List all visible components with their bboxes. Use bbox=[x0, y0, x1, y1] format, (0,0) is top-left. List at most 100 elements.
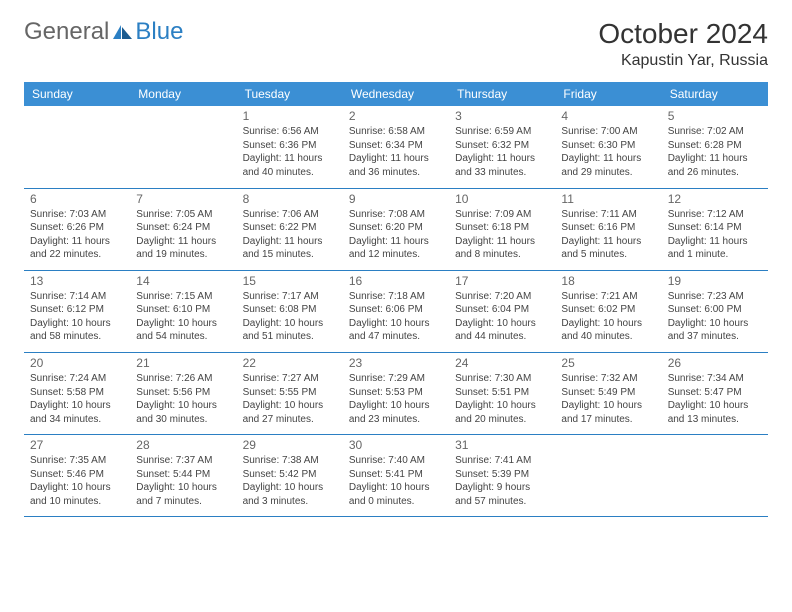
calendar-day-cell: 24Sunrise: 7:30 AMSunset: 5:51 PMDayligh… bbox=[449, 352, 555, 434]
calendar-week-row: 1Sunrise: 6:56 AMSunset: 6:36 PMDaylight… bbox=[24, 106, 768, 188]
daylight-text: Daylight: 11 hours and 8 minutes. bbox=[455, 235, 549, 262]
sunset-text: Sunset: 5:41 PM bbox=[349, 468, 443, 482]
day-number: 16 bbox=[349, 273, 443, 289]
sunrise-text: Sunrise: 7:11 AM bbox=[561, 208, 655, 222]
sunrise-text: Sunrise: 6:59 AM bbox=[455, 125, 549, 139]
sunset-text: Sunset: 6:02 PM bbox=[561, 303, 655, 317]
sunrise-text: Sunrise: 7:32 AM bbox=[561, 372, 655, 386]
day-number: 10 bbox=[455, 191, 549, 207]
sunset-text: Sunset: 6:08 PM bbox=[243, 303, 337, 317]
sunset-text: Sunset: 5:56 PM bbox=[136, 386, 230, 400]
sunrise-text: Sunrise: 7:34 AM bbox=[668, 372, 762, 386]
daylight-text: Daylight: 10 hours and 34 minutes. bbox=[30, 399, 124, 426]
calendar-empty-cell bbox=[555, 435, 661, 517]
calendar-week-row: 6Sunrise: 7:03 AMSunset: 6:26 PMDaylight… bbox=[24, 188, 768, 270]
sunrise-text: Sunrise: 7:37 AM bbox=[136, 454, 230, 468]
calendar-day-cell: 18Sunrise: 7:21 AMSunset: 6:02 PMDayligh… bbox=[555, 270, 661, 352]
day-number: 7 bbox=[136, 191, 230, 207]
calendar-day-cell: 23Sunrise: 7:29 AMSunset: 5:53 PMDayligh… bbox=[343, 352, 449, 434]
daylight-text: Daylight: 10 hours and 58 minutes. bbox=[30, 317, 124, 344]
calendar-day-cell: 30Sunrise: 7:40 AMSunset: 5:41 PMDayligh… bbox=[343, 435, 449, 517]
sunrise-text: Sunrise: 7:30 AM bbox=[455, 372, 549, 386]
calendar-week-row: 13Sunrise: 7:14 AMSunset: 6:12 PMDayligh… bbox=[24, 270, 768, 352]
day-number: 18 bbox=[561, 273, 655, 289]
weekday-header: Wednesday bbox=[343, 82, 449, 106]
calendar-day-cell: 28Sunrise: 7:37 AMSunset: 5:44 PMDayligh… bbox=[130, 435, 236, 517]
sunset-text: Sunset: 6:00 PM bbox=[668, 303, 762, 317]
calendar-week-row: 20Sunrise: 7:24 AMSunset: 5:58 PMDayligh… bbox=[24, 352, 768, 434]
sunrise-text: Sunrise: 6:58 AM bbox=[349, 125, 443, 139]
calendar-day-cell: 8Sunrise: 7:06 AMSunset: 6:22 PMDaylight… bbox=[237, 188, 343, 270]
sunset-text: Sunset: 6:36 PM bbox=[243, 139, 337, 153]
calendar-day-cell: 31Sunrise: 7:41 AMSunset: 5:39 PMDayligh… bbox=[449, 435, 555, 517]
calendar-day-cell: 6Sunrise: 7:03 AMSunset: 6:26 PMDaylight… bbox=[24, 188, 130, 270]
daylight-text: Daylight: 11 hours and 5 minutes. bbox=[561, 235, 655, 262]
day-number: 8 bbox=[243, 191, 337, 207]
logo: General Blue bbox=[24, 18, 183, 46]
daylight-text: Daylight: 11 hours and 26 minutes. bbox=[668, 152, 762, 179]
calendar-day-cell: 29Sunrise: 7:38 AMSunset: 5:42 PMDayligh… bbox=[237, 435, 343, 517]
sunrise-text: Sunrise: 7:02 AM bbox=[668, 125, 762, 139]
daylight-text: Daylight: 10 hours and 3 minutes. bbox=[243, 481, 337, 508]
calendar-day-cell: 15Sunrise: 7:17 AMSunset: 6:08 PMDayligh… bbox=[237, 270, 343, 352]
daylight-text: Daylight: 10 hours and 51 minutes. bbox=[243, 317, 337, 344]
weekday-header: Thursday bbox=[449, 82, 555, 106]
day-number: 23 bbox=[349, 355, 443, 371]
sunset-text: Sunset: 6:22 PM bbox=[243, 221, 337, 235]
daylight-text: Daylight: 11 hours and 15 minutes. bbox=[243, 235, 337, 262]
daylight-text: Daylight: 11 hours and 19 minutes. bbox=[136, 235, 230, 262]
weekday-header: Monday bbox=[130, 82, 236, 106]
calendar-day-cell: 17Sunrise: 7:20 AMSunset: 6:04 PMDayligh… bbox=[449, 270, 555, 352]
calendar-day-cell: 20Sunrise: 7:24 AMSunset: 5:58 PMDayligh… bbox=[24, 352, 130, 434]
sunrise-text: Sunrise: 7:23 AM bbox=[668, 290, 762, 304]
sunrise-text: Sunrise: 7:09 AM bbox=[455, 208, 549, 222]
day-number: 19 bbox=[668, 273, 762, 289]
calendar-day-cell: 9Sunrise: 7:08 AMSunset: 6:20 PMDaylight… bbox=[343, 188, 449, 270]
sunrise-text: Sunrise: 7:35 AM bbox=[30, 454, 124, 468]
daylight-text: Daylight: 10 hours and 44 minutes. bbox=[455, 317, 549, 344]
calendar-day-cell: 16Sunrise: 7:18 AMSunset: 6:06 PMDayligh… bbox=[343, 270, 449, 352]
sunrise-text: Sunrise: 7:03 AM bbox=[30, 208, 124, 222]
sunset-text: Sunset: 5:42 PM bbox=[243, 468, 337, 482]
sunset-text: Sunset: 6:14 PM bbox=[668, 221, 762, 235]
day-number: 13 bbox=[30, 273, 124, 289]
daylight-text: Daylight: 10 hours and 7 minutes. bbox=[136, 481, 230, 508]
daylight-text: Daylight: 11 hours and 12 minutes. bbox=[349, 235, 443, 262]
sunrise-text: Sunrise: 7:29 AM bbox=[349, 372, 443, 386]
daylight-text: Daylight: 10 hours and 20 minutes. bbox=[455, 399, 549, 426]
month-title: October 2024 bbox=[598, 18, 768, 50]
calendar-day-cell: 2Sunrise: 6:58 AMSunset: 6:34 PMDaylight… bbox=[343, 106, 449, 188]
day-number: 30 bbox=[349, 437, 443, 453]
calendar-day-cell: 27Sunrise: 7:35 AMSunset: 5:46 PMDayligh… bbox=[24, 435, 130, 517]
calendar-day-cell: 25Sunrise: 7:32 AMSunset: 5:49 PMDayligh… bbox=[555, 352, 661, 434]
sunset-text: Sunset: 6:18 PM bbox=[455, 221, 549, 235]
location: Kapustin Yar, Russia bbox=[598, 52, 768, 70]
sunrise-text: Sunrise: 7:06 AM bbox=[243, 208, 337, 222]
day-number: 14 bbox=[136, 273, 230, 289]
day-number: 27 bbox=[30, 437, 124, 453]
sunrise-text: Sunrise: 7:26 AM bbox=[136, 372, 230, 386]
sunset-text: Sunset: 6:30 PM bbox=[561, 139, 655, 153]
day-number: 6 bbox=[30, 191, 124, 207]
sunset-text: Sunset: 5:53 PM bbox=[349, 386, 443, 400]
header: General Blue October 2024 Kapustin Yar, … bbox=[24, 18, 768, 70]
calendar-body: 1Sunrise: 6:56 AMSunset: 6:36 PMDaylight… bbox=[24, 106, 768, 517]
sunset-text: Sunset: 5:47 PM bbox=[668, 386, 762, 400]
sunrise-text: Sunrise: 7:24 AM bbox=[30, 372, 124, 386]
day-number: 31 bbox=[455, 437, 549, 453]
calendar-header-row: SundayMondayTuesdayWednesdayThursdayFrid… bbox=[24, 82, 768, 106]
sunset-text: Sunset: 6:04 PM bbox=[455, 303, 549, 317]
daylight-text: Daylight: 11 hours and 1 minute. bbox=[668, 235, 762, 262]
day-number: 20 bbox=[30, 355, 124, 371]
title-block: October 2024 Kapustin Yar, Russia bbox=[598, 18, 768, 70]
sunset-text: Sunset: 6:10 PM bbox=[136, 303, 230, 317]
day-number: 9 bbox=[349, 191, 443, 207]
calendar-day-cell: 5Sunrise: 7:02 AMSunset: 6:28 PMDaylight… bbox=[662, 106, 768, 188]
daylight-text: Daylight: 10 hours and 10 minutes. bbox=[30, 481, 124, 508]
day-number: 29 bbox=[243, 437, 337, 453]
daylight-text: Daylight: 10 hours and 40 minutes. bbox=[561, 317, 655, 344]
sunrise-text: Sunrise: 7:08 AM bbox=[349, 208, 443, 222]
daylight-text: Daylight: 11 hours and 36 minutes. bbox=[349, 152, 443, 179]
daylight-text: Daylight: 11 hours and 33 minutes. bbox=[455, 152, 549, 179]
day-number: 2 bbox=[349, 108, 443, 124]
